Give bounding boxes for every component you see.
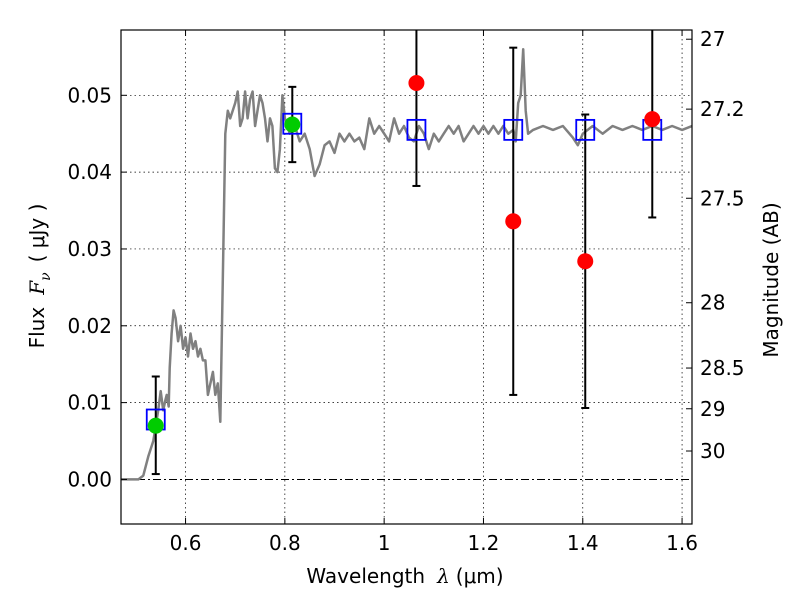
y-tick-label: 0.03 (67, 237, 112, 261)
grid-layer (121, 30, 692, 524)
right-axis-title: Magnitude (AB) (759, 202, 783, 357)
right-tick-label: 29 (700, 397, 725, 421)
right-tick-label: 27.2 (700, 97, 745, 121)
right-tick-label: 28 (700, 291, 725, 315)
data-point-marker (284, 116, 301, 133)
data-point-marker (408, 75, 425, 92)
right-tick-label: 27 (700, 27, 725, 51)
y-tick-label: 0.01 (67, 391, 112, 415)
plot-area (121, 30, 692, 481)
right-axis-ticks: 27 27.2 27.5 28 28.5 29 30 (686, 27, 745, 463)
y-axis-title-text: Flux (25, 307, 49, 349)
x-tick-label: 1.4 (567, 531, 599, 555)
data-point-marker (505, 213, 522, 230)
y-tick-label: 0.02 (67, 314, 112, 338)
y-tick-label: 0.00 (67, 467, 112, 491)
y-axis-title: Flux Fν ( μJy ) (25, 204, 54, 349)
plot-frame (120, 29, 693, 525)
data-point-marker (644, 111, 661, 128)
y-axis-ticks: 0.00 0.01 0.02 0.03 0.04 0.05 (67, 83, 127, 491)
right-tick-label: 28.5 (700, 356, 745, 380)
x-axis-title-text: Wavelength (306, 564, 425, 588)
right-tick-label: 27.5 (700, 186, 745, 210)
right-tick-label: 30 (700, 439, 725, 463)
spectrum-line (121, 47, 692, 481)
model-square-marker (406, 118, 427, 141)
data-point-marker (147, 417, 164, 434)
y-tick-label: 0.05 (67, 83, 112, 107)
model-square-marker (575, 118, 596, 141)
x-tick-label: 1 (378, 531, 391, 555)
y-axis-title-symbol: F (25, 280, 49, 296)
x-axis-title-unit: (μm) (456, 564, 504, 588)
x-tick-label: 1.2 (468, 531, 500, 555)
data-point-marker (577, 253, 594, 270)
x-tick-label: 0.6 (170, 531, 202, 555)
model-square-marker (503, 118, 524, 141)
y-axis-title-unit: ( μJy ) (25, 204, 49, 263)
series-layer (121, 30, 692, 481)
x-axis-ticks: 0.6 0.8 1 1.2 1.4 1.6 (170, 30, 698, 555)
x-axis-title: Wavelength λ (μm) (306, 564, 503, 588)
x-tick-label: 1.6 (666, 531, 698, 555)
y-tick-label: 0.04 (67, 160, 112, 184)
y-axis-title-subscript: ν (38, 272, 54, 281)
x-axis-title-symbol: λ (436, 564, 450, 588)
model-square-marker (282, 112, 303, 135)
x-tick-label: 0.8 (269, 531, 301, 555)
